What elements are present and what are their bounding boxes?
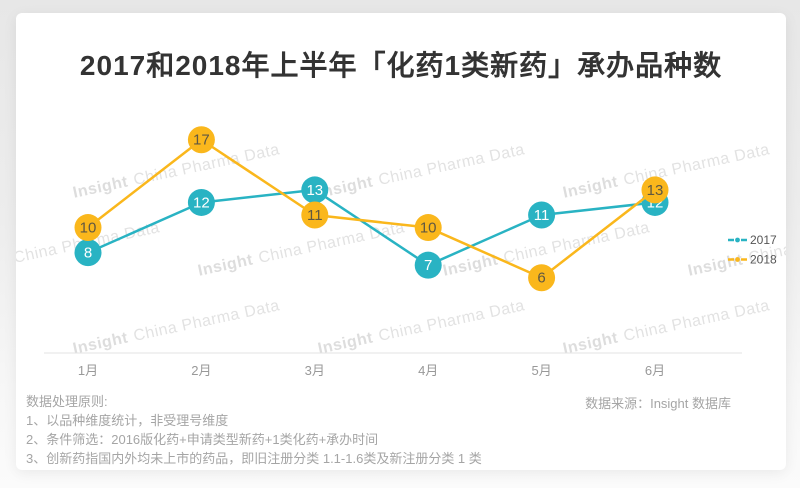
footnotes: 数据处理原则: 1、以品种维度统计，非受理号维度 2、条件筛选：2016版化药+…	[26, 392, 482, 468]
data-point-2018-6月	[641, 176, 669, 204]
data-point-label: 6	[537, 270, 545, 287]
series-line-2017	[87, 188, 656, 267]
line-chart: 1月2月3月4月5月6月8121371112101711106132017201…	[44, 126, 777, 378]
legend-item-2017[interactable]: 2017	[728, 233, 777, 247]
data-point-2017-1月	[74, 239, 102, 267]
x-axis-label: 5月	[531, 363, 551, 378]
data-point-label: 7	[424, 257, 432, 274]
legend-dot-icon	[735, 257, 740, 262]
legend-item-2018[interactable]: 2018	[728, 253, 777, 267]
footnote-line: 3、创新药指国内外均未上市的药品，即旧注册分类 1.1-1.6类及新注册分类 1…	[26, 451, 482, 466]
data-point-label: 13	[306, 182, 323, 199]
data-point-2017-2月	[187, 188, 215, 216]
legend-dot-icon	[735, 237, 740, 243]
data-point-2018-5月	[528, 264, 556, 292]
footnote-line: 2、条件筛选：2016版化药+申请类型新药+1类化药+承办时间	[26, 432, 379, 447]
data-point-2018-2月	[187, 126, 215, 154]
series-line-2018	[87, 138, 656, 279]
x-axis-label: 3月	[305, 363, 325, 378]
data-point-label: 13	[647, 182, 664, 199]
x-axis-label: 6月	[645, 363, 665, 378]
footnote-line: 1、以品种维度统计，非受理号维度	[26, 413, 229, 428]
legend-label: 2018	[750, 253, 777, 267]
data-point-2017-5月	[528, 201, 556, 229]
data-point-2018-1月	[74, 214, 102, 242]
data-point-label: 17	[193, 132, 210, 149]
data-point-2018-3月	[301, 201, 329, 229]
data-point-label: 10	[80, 220, 97, 237]
data-point-label: 8	[84, 245, 92, 262]
footnotes-heading: 数据处理原则:	[26, 394, 108, 409]
x-axis-label: 4月	[418, 363, 438, 378]
data-point-label: 12	[193, 194, 210, 211]
data-point-label: 11	[307, 207, 323, 224]
x-axis-label: 2月	[191, 363, 211, 378]
data-point-label: 11	[534, 207, 550, 224]
chart-card: Insight China Pharma Data Insight China Pha…	[16, 13, 786, 470]
x-axis-label: 1月	[78, 363, 98, 378]
data-point-label: 10	[420, 220, 437, 237]
data-point-2018-4月	[414, 214, 442, 242]
data-source: 数据来源：Insight 数据库	[585, 396, 731, 411]
data-point-2017-4月	[414, 251, 442, 279]
page-title: 2017和2018年上半年「化药1类新药」承办品种数	[79, 50, 723, 81]
legend-label: 2017	[750, 233, 777, 247]
data-point-2017-3月	[301, 176, 329, 204]
